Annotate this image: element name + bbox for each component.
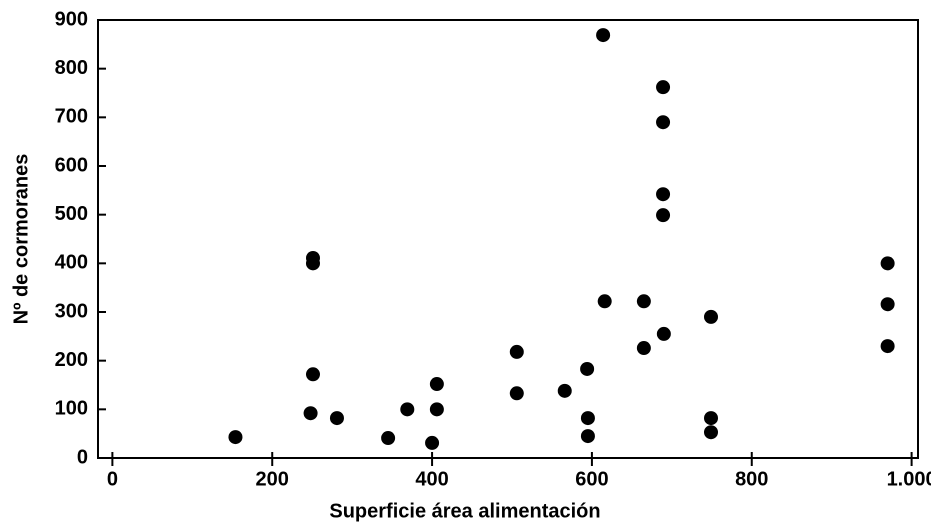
point (656, 80, 671, 95)
x-tick-label: 600 (575, 468, 608, 490)
point (656, 208, 671, 223)
point (704, 309, 719, 324)
point (303, 406, 318, 421)
point (580, 411, 595, 426)
x-tick-label: 400 (415, 468, 448, 490)
point (880, 297, 895, 312)
point (509, 344, 524, 359)
y-tick-label: 300 (55, 300, 88, 322)
y-axis-label: Nº de cormoranes (10, 154, 32, 325)
point (704, 411, 719, 426)
y-tick-label: 200 (55, 349, 88, 371)
point (381, 431, 396, 446)
point (329, 411, 344, 426)
point (880, 256, 895, 271)
x-axis-label: Superficie área alimentación (329, 500, 600, 522)
point (656, 115, 671, 130)
y-tick-label: 700 (55, 106, 88, 128)
point (636, 294, 651, 309)
y-tick-label: 100 (55, 398, 88, 420)
point (557, 383, 572, 398)
y-tick-label: 400 (55, 252, 88, 274)
plot-frame (97, 19, 919, 459)
x-tick-label: 1.000 (887, 468, 931, 490)
y-tick-label: 800 (55, 57, 88, 79)
y-tick-label: 900 (55, 8, 88, 30)
x-tick-label: 800 (735, 468, 768, 490)
point (509, 386, 524, 401)
point (656, 187, 671, 202)
point (429, 402, 444, 417)
point (704, 425, 719, 440)
y-tick-label: 0 (77, 446, 88, 468)
point (580, 429, 595, 444)
point (597, 294, 612, 309)
point (425, 435, 440, 450)
point (636, 341, 651, 356)
y-tick-label: 500 (55, 203, 88, 225)
point (305, 367, 320, 382)
point (656, 326, 671, 341)
point (429, 377, 444, 392)
y-tick-label: 600 (55, 154, 88, 176)
point (580, 361, 595, 376)
x-tick-label: 200 (256, 468, 289, 490)
point (400, 402, 415, 417)
point (305, 256, 320, 271)
x-tick-label: 0 (107, 468, 118, 490)
point (880, 339, 895, 354)
point (596, 28, 611, 43)
point (228, 430, 243, 445)
